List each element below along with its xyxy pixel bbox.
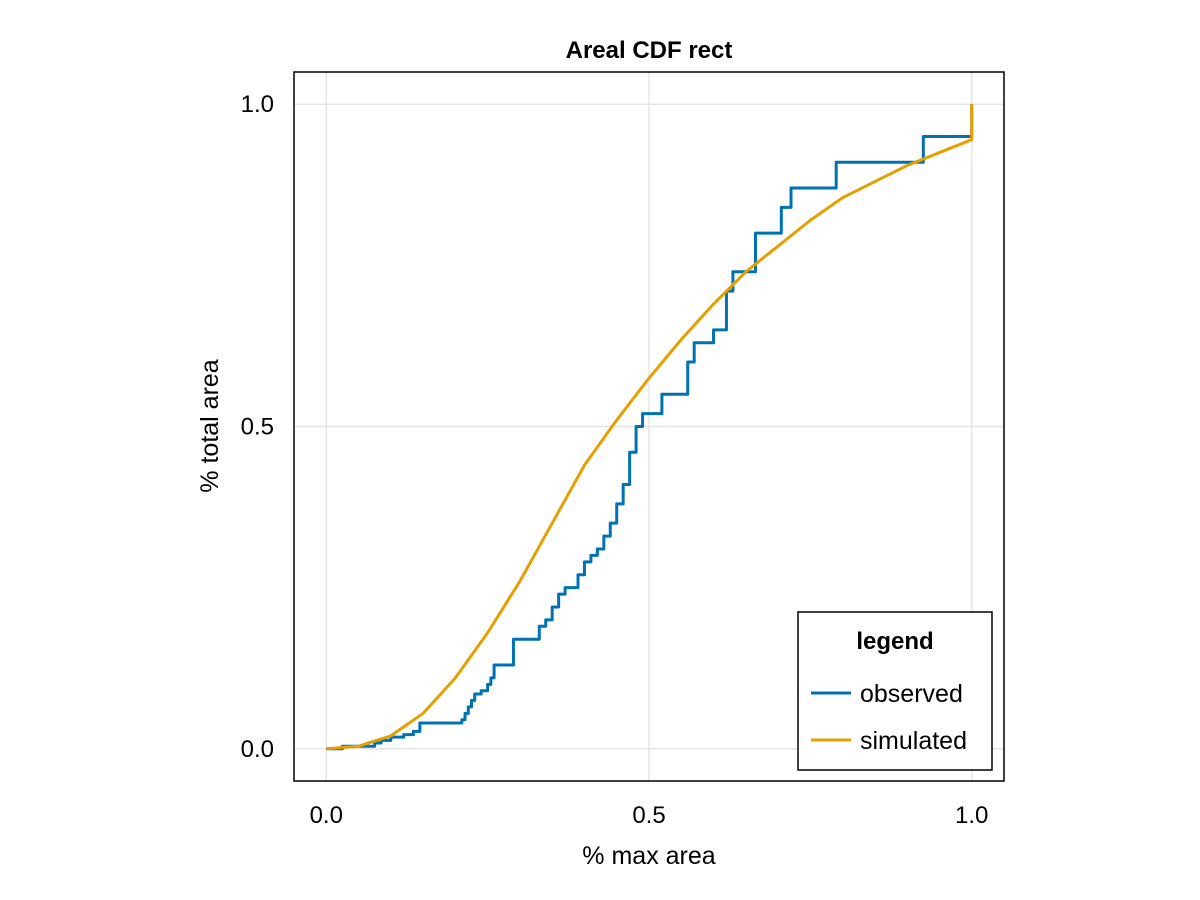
y-axis-ticks: 0.0 0.5 1.0 [241, 91, 274, 763]
x-axis-ticks: 0.0 0.5 1.0 [310, 802, 989, 829]
legend-label-observed: observed [860, 680, 963, 708]
x-axis-label: % max area [582, 842, 715, 870]
y-tick-label: 1.0 [241, 91, 274, 118]
y-tick-label: 0.0 [241, 736, 274, 763]
series-line-simulated [326, 104, 974, 751]
legend-label-simulated: simulated [860, 727, 967, 755]
grid-lines [294, 72, 1004, 781]
legend: legend observed simulated [797, 611, 993, 771]
x-tick-label: 0.5 [632, 802, 665, 829]
legend-title: legend [856, 628, 933, 655]
y-tick-label: 0.5 [241, 414, 274, 441]
x-tick-label: 0.0 [310, 802, 343, 829]
legend-box [797, 611, 993, 771]
y-axis-label: % total area [196, 359, 224, 493]
plot-frame [293, 71, 1005, 782]
x-tick-label: 1.0 [955, 802, 988, 829]
chart-title: Areal CDF rect [566, 37, 733, 64]
series-layer [326, 104, 974, 751]
